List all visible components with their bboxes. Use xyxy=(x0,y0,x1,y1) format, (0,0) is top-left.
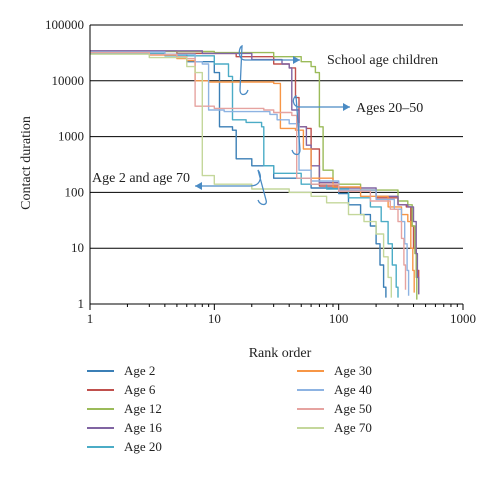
x-tick-label-1000: 1000 xyxy=(450,311,476,326)
legend-item-age-70: Age 70 xyxy=(297,420,372,435)
annotation-arrow-2 xyxy=(291,94,350,156)
legend: Age 2 Age 6 Age 12 Age 16 Age 20 Age 30 Age 40… xyxy=(87,363,372,454)
legend-label: Age 6 xyxy=(124,382,156,397)
y-tick-label-100000: 100000 xyxy=(45,17,84,32)
legend-label: Age 70 xyxy=(334,420,372,435)
y-tick-label-10000: 10000 xyxy=(52,73,85,88)
y-tick-label-100: 100 xyxy=(65,184,85,199)
annotation-label-1: School age children xyxy=(327,53,438,68)
legend-label: Age 30 xyxy=(334,363,372,378)
x-tick-label-1: 1 xyxy=(87,311,94,326)
annotation-label-2: Ages 20–50 xyxy=(356,101,423,116)
arrowhead-3 xyxy=(195,182,202,190)
x-tick-label-100: 100 xyxy=(329,311,349,326)
legend-item-age-20: Age 20 xyxy=(87,439,162,454)
legend-item-age-30: Age 30 xyxy=(297,363,372,378)
annotations: School age children Ages 20–50 Age 2 and a… xyxy=(92,44,438,206)
y-tick-label-1000: 1000 xyxy=(58,129,84,144)
y-tick-label-1: 1 xyxy=(78,296,85,311)
legend-item-age-6: Age 6 xyxy=(87,382,156,397)
legend-item-age-12: Age 12 xyxy=(87,401,162,416)
annotation-arrow-1 xyxy=(238,44,300,96)
annotation-label-3: Age 2 and age 70 xyxy=(92,171,190,186)
legend-item-age-2: Age 2 xyxy=(87,363,155,378)
y-axis-title: Contact duration xyxy=(19,116,34,210)
legend-label: Age 50 xyxy=(334,401,372,416)
series-lines xyxy=(90,50,420,300)
legend-label: Age 12 xyxy=(124,401,162,416)
series-line-age-12 xyxy=(90,50,418,300)
series-line-age-70 xyxy=(90,53,392,298)
legend-label: Age 20 xyxy=(124,439,162,454)
legend-item-age-40: Age 40 xyxy=(297,382,372,397)
series-line-age-16 xyxy=(90,50,420,295)
legend-item-age-50: Age 50 xyxy=(297,401,372,416)
series-line-age-20 xyxy=(90,52,399,298)
arrowhead-1 xyxy=(293,56,300,64)
legend-item-age-16: Age 16 xyxy=(87,420,162,435)
tick-labels: 1 10 100 1000 10000 100000 1 10 100 1000 xyxy=(45,17,476,326)
legend-label: Age 40 xyxy=(334,382,372,397)
arrowhead-2 xyxy=(343,103,350,111)
series-line-age-40 xyxy=(90,51,410,296)
x-axis-title: Rank order xyxy=(249,346,312,361)
annotation-arrow-3 xyxy=(195,169,267,206)
y-tick-label-10: 10 xyxy=(71,240,84,255)
legend-label: Age 16 xyxy=(124,420,162,435)
legend-label: Age 2 xyxy=(124,363,155,378)
axes xyxy=(89,25,464,310)
x-tick-label-10: 10 xyxy=(208,311,221,326)
